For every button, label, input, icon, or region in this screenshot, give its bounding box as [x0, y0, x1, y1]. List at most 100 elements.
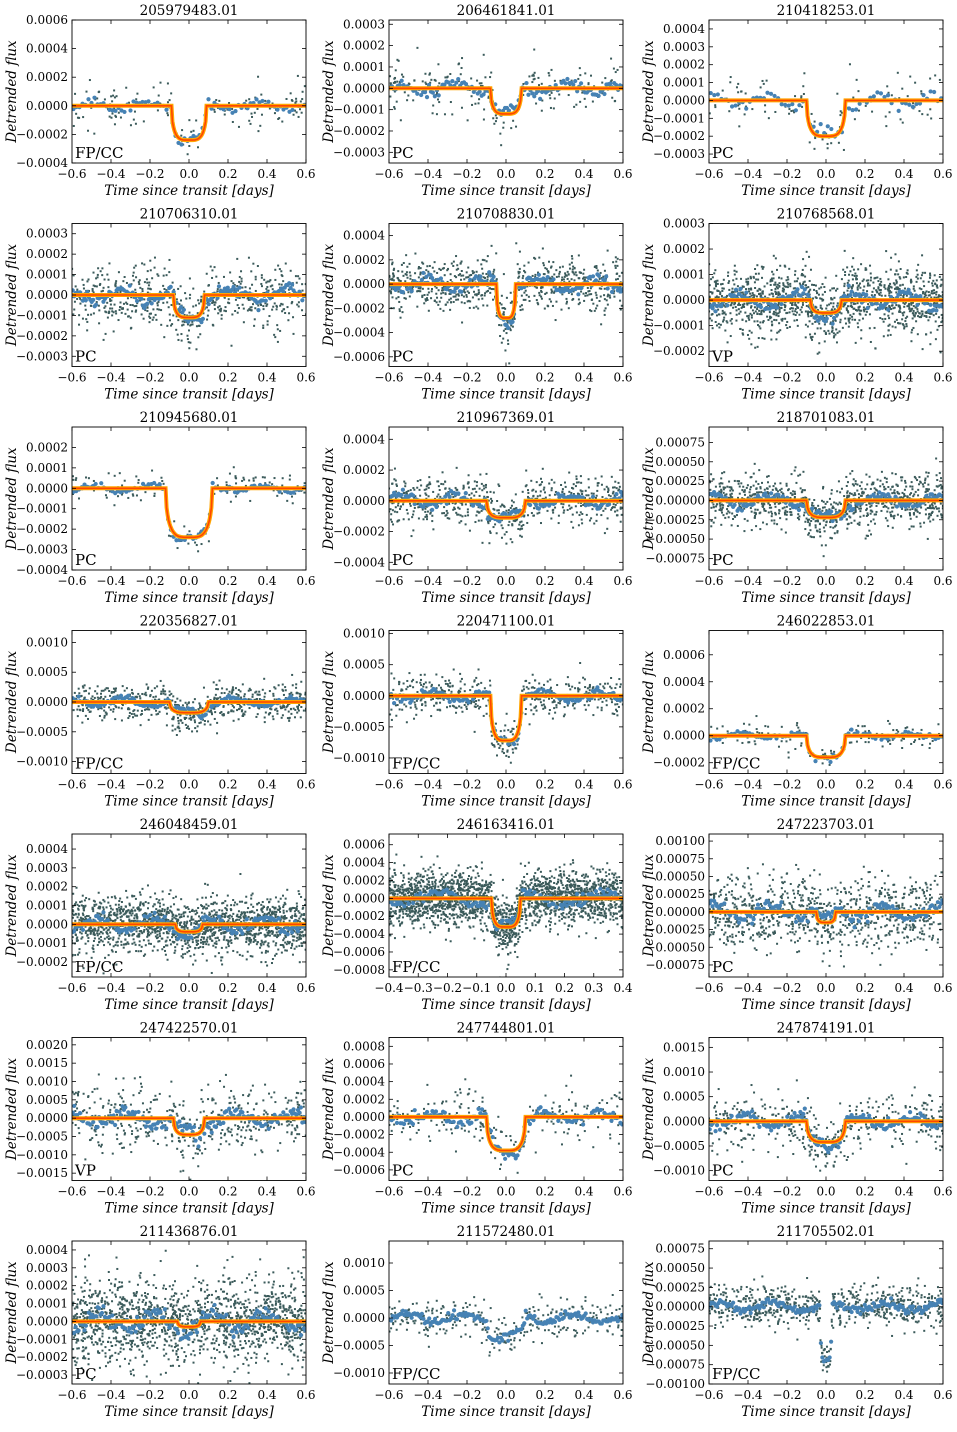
raw-point [451, 493, 454, 496]
raw-point [619, 299, 622, 302]
raw-point [788, 325, 791, 328]
raw-point [149, 316, 152, 319]
raw-point [264, 482, 267, 485]
raw-point [577, 277, 580, 280]
raw-point [449, 292, 452, 295]
raw-point [782, 290, 785, 293]
raw-point [127, 315, 130, 318]
raw-point [608, 294, 611, 297]
x-tick-label: −0.2 [452, 167, 481, 181]
raw-point [426, 298, 429, 301]
binned-point [795, 287, 800, 292]
raw-point [213, 110, 216, 113]
raw-point [519, 521, 522, 524]
raw-point [132, 118, 135, 121]
raw-point [770, 316, 773, 319]
raw-point [130, 326, 133, 329]
raw-point [717, 301, 720, 304]
raw-point [847, 319, 850, 322]
raw-point [895, 291, 898, 294]
raw-point [785, 324, 788, 327]
raw-point [544, 496, 547, 499]
raw-point [595, 296, 598, 299]
x-tick-label: 0.4 [894, 371, 913, 385]
raw-point [584, 105, 587, 108]
raw-point [467, 291, 470, 294]
raw-point [587, 83, 590, 86]
raw-point [845, 322, 848, 325]
raw-point [399, 119, 402, 122]
raw-point [427, 486, 430, 489]
raw-point [856, 288, 859, 291]
raw-point [888, 323, 891, 326]
x-tick-label: 0.6 [296, 371, 315, 385]
raw-point [747, 280, 750, 283]
raw-point [600, 514, 603, 517]
raw-point [207, 540, 210, 543]
raw-point [893, 320, 896, 323]
raw-point [442, 267, 445, 270]
raw-point [769, 278, 772, 281]
raw-point [74, 478, 77, 481]
raw-point [774, 281, 777, 284]
binned-point [565, 76, 570, 82]
binned-point [854, 107, 859, 112]
raw-point [745, 280, 748, 283]
binned-point [524, 80, 529, 86]
raw-point [389, 508, 392, 511]
raw-point [535, 286, 538, 289]
raw-point [104, 332, 107, 335]
raw-point [542, 488, 545, 491]
binned-point [459, 289, 464, 294]
raw-point [842, 268, 845, 271]
binned-point [422, 90, 428, 95]
raw-point [847, 325, 850, 328]
binned-point [928, 89, 933, 94]
raw-point [256, 107, 259, 110]
raw-point [494, 120, 497, 123]
binned-point [825, 124, 830, 129]
raw-point [188, 311, 191, 314]
binned-point [421, 504, 426, 509]
raw-point [429, 81, 432, 84]
raw-point [520, 535, 523, 538]
raw-point [538, 84, 541, 87]
raw-point [574, 271, 577, 274]
raw-point [871, 290, 874, 293]
raw-point [125, 86, 128, 89]
raw-point [764, 295, 767, 298]
raw-point [545, 268, 548, 271]
raw-point [99, 282, 102, 285]
raw-point [248, 119, 251, 122]
raw-point [480, 82, 483, 85]
raw-point [605, 485, 608, 488]
raw-point [607, 494, 610, 497]
raw-point [605, 277, 608, 280]
raw-point [719, 323, 722, 326]
raw-point [806, 311, 809, 314]
raw-point [452, 496, 455, 499]
raw-point [478, 98, 481, 101]
raw-point [542, 273, 545, 276]
raw-point [432, 104, 435, 107]
binned-point [846, 106, 852, 111]
raw-point [481, 85, 484, 88]
raw-point [575, 511, 578, 514]
raw-point [851, 278, 854, 281]
raw-point [892, 307, 895, 310]
raw-point [449, 308, 452, 311]
raw-point [242, 307, 245, 310]
raw-point [416, 486, 419, 489]
binned-point [430, 90, 435, 95]
raw-point [389, 510, 391, 513]
raw-point [475, 305, 478, 308]
raw-point [741, 303, 744, 306]
raw-point [500, 324, 503, 327]
raw-point [278, 283, 281, 286]
y-tick-label: −0.0004 [16, 563, 68, 577]
raw-point [297, 275, 300, 278]
y-tick-label: 0.0000 [343, 81, 385, 95]
raw-point [798, 313, 801, 316]
x-tick-label: −0.2 [772, 371, 801, 385]
raw-point [393, 107, 396, 110]
